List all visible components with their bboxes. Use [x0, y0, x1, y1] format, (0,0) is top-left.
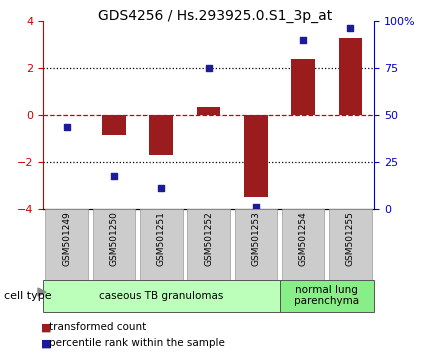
Text: GSM501251: GSM501251 — [157, 211, 166, 266]
Text: GSM501252: GSM501252 — [204, 211, 213, 266]
Text: GSM501255: GSM501255 — [346, 211, 355, 266]
Bar — [244, 115, 267, 197]
Polygon shape — [38, 288, 46, 296]
Point — [252, 204, 259, 209]
Text: transformed count: transformed count — [49, 322, 147, 332]
Text: GSM501250: GSM501250 — [110, 211, 118, 266]
Text: percentile rank within the sample: percentile rank within the sample — [49, 338, 225, 348]
Text: ■: ■ — [41, 338, 51, 348]
Bar — [150, 115, 173, 155]
Text: cell type: cell type — [4, 291, 52, 301]
Bar — [46, 209, 88, 280]
Point — [347, 25, 354, 31]
Point — [205, 65, 212, 71]
Bar — [235, 209, 277, 280]
Bar — [329, 209, 372, 280]
Text: GSM501253: GSM501253 — [252, 211, 260, 266]
Bar — [339, 38, 362, 115]
Bar — [292, 59, 315, 115]
Bar — [197, 107, 220, 115]
Bar — [280, 280, 374, 312]
Bar — [187, 209, 230, 280]
Point — [158, 185, 165, 190]
Point — [63, 124, 70, 130]
Bar — [43, 280, 280, 312]
Text: normal lung
parenchyma: normal lung parenchyma — [294, 285, 359, 307]
Bar — [140, 209, 182, 280]
Text: ■: ■ — [41, 322, 51, 332]
Bar — [93, 209, 135, 280]
Text: GSM501254: GSM501254 — [299, 211, 307, 266]
Bar — [102, 115, 126, 135]
Text: GSM501249: GSM501249 — [62, 211, 71, 266]
Point — [300, 37, 307, 43]
Bar — [282, 209, 324, 280]
Text: caseous TB granulomas: caseous TB granulomas — [99, 291, 224, 301]
Point — [111, 173, 117, 179]
Text: GDS4256 / Hs.293925.0.S1_3p_at: GDS4256 / Hs.293925.0.S1_3p_at — [98, 9, 332, 23]
